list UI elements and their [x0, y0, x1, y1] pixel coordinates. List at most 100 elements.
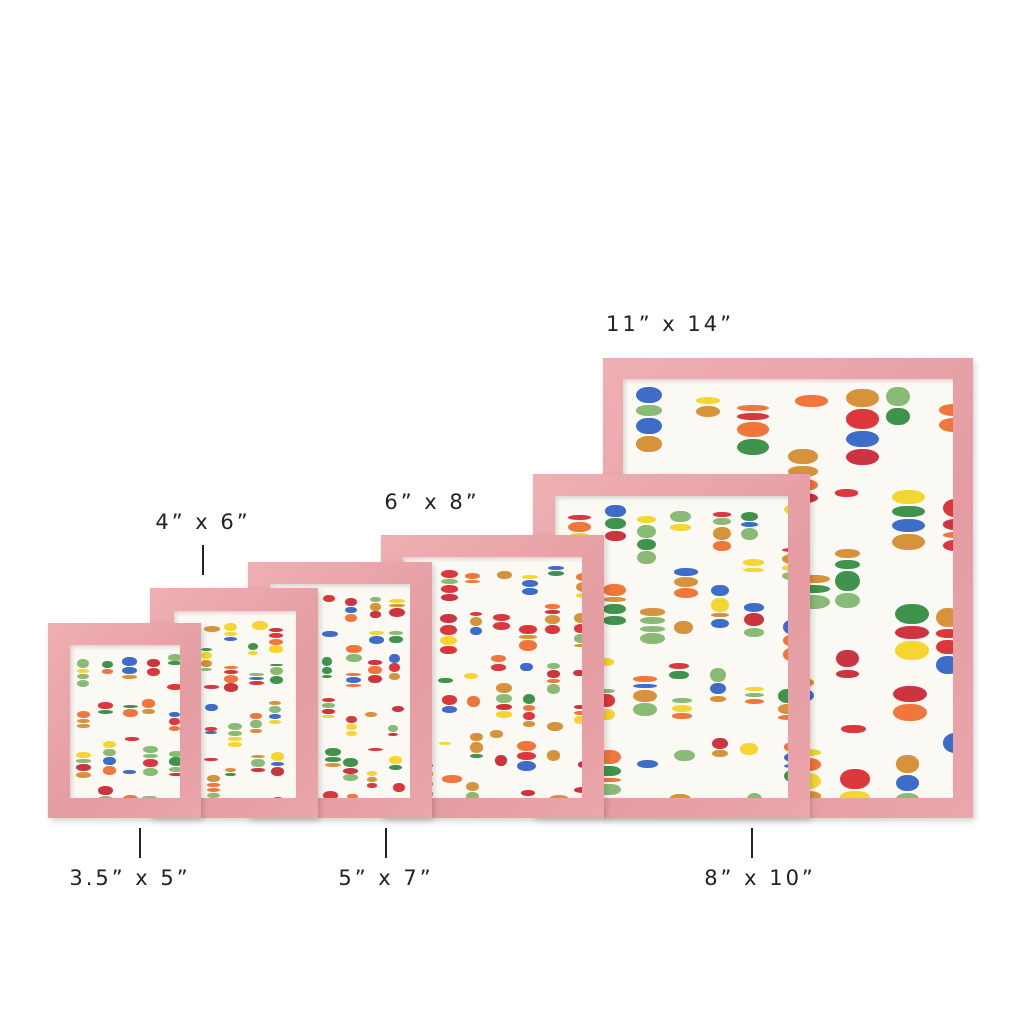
- paint-dab: [269, 706, 282, 713]
- paint-dab: [142, 745, 158, 753]
- paint-dab: [521, 588, 538, 596]
- paint-dab: [169, 712, 180, 717]
- paint-dab: [746, 792, 763, 798]
- paint-dab: [389, 603, 406, 607]
- paint-dab: [125, 737, 139, 741]
- paint-dab: [710, 668, 727, 683]
- paint-dab: [783, 635, 788, 647]
- paint-dab: [894, 603, 930, 624]
- paint-dab: [834, 559, 860, 569]
- paint-dab: [368, 636, 385, 645]
- paint-dab: [544, 604, 560, 609]
- paint-dab: [633, 675, 657, 683]
- paint-dab: [742, 558, 765, 567]
- paint-dab: [736, 404, 770, 411]
- paint-dab: [250, 768, 266, 773]
- paint-dab: [695, 397, 721, 404]
- paint-dab: [168, 653, 180, 661]
- paint-dab: [603, 583, 626, 596]
- paint-dab: [672, 713, 692, 719]
- paint-dab: [441, 695, 457, 705]
- paint-dab: [839, 791, 870, 798]
- paint-dab: [122, 708, 139, 718]
- paint-dab: [75, 763, 91, 771]
- paint-dab: [576, 572, 582, 581]
- paint-dab: [942, 519, 953, 530]
- paint-dab: [227, 723, 242, 730]
- paint-dab: [206, 783, 221, 787]
- paint-dab: [548, 565, 564, 570]
- paint-dab: [102, 756, 116, 766]
- paint-dab: [577, 761, 582, 768]
- paint-dab: [97, 709, 114, 714]
- paint-dab: [121, 657, 137, 666]
- paint-dab: [605, 505, 626, 517]
- paint-dab: [343, 767, 359, 774]
- paint-dab: [469, 617, 482, 626]
- paint-dab: [205, 704, 218, 712]
- paint-dab: [783, 742, 788, 752]
- paint-dab: [548, 570, 564, 576]
- paint-dab: [495, 704, 513, 711]
- paint-dab: [576, 592, 582, 598]
- paint-dab: [635, 405, 662, 416]
- paint-dab: [547, 750, 560, 761]
- paint-dab: [227, 730, 242, 737]
- paint-dab: [439, 613, 457, 624]
- paint-dab: [736, 412, 770, 420]
- paint-dab: [783, 619, 788, 634]
- paint-dab: [142, 699, 155, 708]
- paint-dab: [321, 697, 335, 702]
- paint-dab: [781, 565, 788, 571]
- paint-dab: [227, 737, 242, 742]
- paint-dab: [248, 680, 264, 686]
- paint-dab: [942, 499, 953, 518]
- paint-dab: [523, 705, 536, 712]
- paint-dab: [321, 714, 335, 719]
- paint-dab: [469, 732, 483, 742]
- paint-dab: [322, 657, 333, 666]
- paint-dab: [669, 670, 689, 680]
- paint-dab: [142, 753, 158, 759]
- paint-dab: [605, 530, 626, 542]
- paint-dab: [567, 514, 591, 521]
- paint-dab: [670, 523, 691, 532]
- paint-dab: [102, 661, 113, 669]
- paint-dab: [845, 430, 880, 448]
- paint-dab: [597, 783, 621, 796]
- paint-dab: [146, 667, 160, 676]
- paint-dab: [205, 731, 217, 735]
- paint-dab: [441, 706, 457, 713]
- paint-dab: [169, 751, 180, 757]
- paint-dab: [201, 651, 213, 659]
- paint-dab: [743, 627, 765, 637]
- paint-dab: [673, 588, 699, 599]
- paint-dab: [517, 740, 537, 752]
- paint-dab: [169, 766, 180, 772]
- paint-dab: [574, 715, 582, 724]
- paint-dab: [597, 688, 615, 693]
- paint-dab: [469, 753, 483, 758]
- paint-dab: [637, 760, 659, 769]
- paint-dab: [783, 753, 788, 763]
- paint-dab: [102, 669, 113, 674]
- paint-dab: [497, 570, 512, 580]
- paint-dab: [711, 585, 729, 597]
- paint-dab: [142, 768, 158, 776]
- paint-dab: [894, 625, 930, 639]
- paint-dab: [572, 669, 582, 677]
- paint-dab: [942, 539, 953, 552]
- paint-dab: [224, 631, 238, 636]
- paint-dab: [169, 757, 180, 766]
- paint-dab: [227, 741, 242, 747]
- paint-dab: [574, 786, 582, 794]
- paint-dab: [523, 721, 536, 727]
- paint-dab: [783, 647, 788, 661]
- paint-dab: [886, 387, 910, 407]
- paint-dab: [603, 615, 626, 626]
- paint-dab: [547, 662, 561, 669]
- paint-dab: [672, 704, 692, 712]
- paint-dab: [370, 611, 381, 618]
- label-8x10: 8” x 10”: [704, 866, 816, 890]
